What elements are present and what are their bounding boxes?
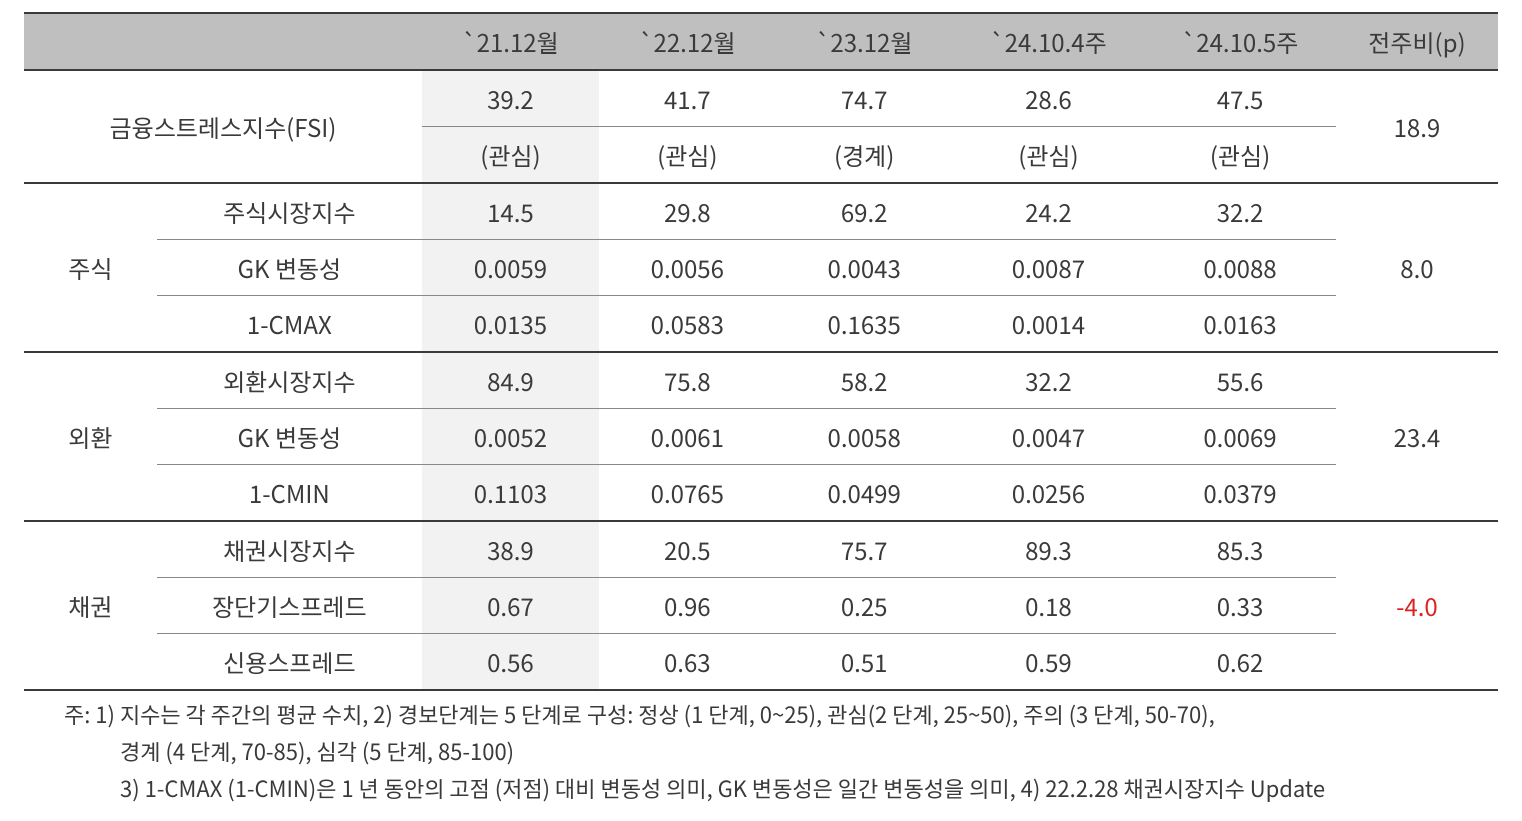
- cell: 0.1103: [422, 465, 599, 522]
- table-row: 주식 주식시장지수 14.5 29.8 69.2 24.2 32.2 8.0: [24, 183, 1498, 240]
- cell: 0.18: [953, 578, 1145, 634]
- col-c5: `24.10.5주: [1144, 13, 1336, 70]
- row-label: 신용스프레드: [157, 634, 422, 691]
- table-row: 1-CMIN 0.1103 0.0765 0.0499 0.0256 0.037…: [24, 465, 1498, 522]
- cell: 0.0583: [599, 296, 776, 353]
- table-row: 장단기스프레드 0.67 0.96 0.25 0.18 0.33: [24, 578, 1498, 634]
- cell: 0.0499: [776, 465, 953, 522]
- cell: 0.59: [953, 634, 1145, 691]
- cell: 0.63: [599, 634, 776, 691]
- cell: 0.67: [422, 578, 599, 634]
- cell: 20.5: [599, 521, 776, 578]
- cell: 58.2: [776, 352, 953, 409]
- cell: 0.62: [1144, 634, 1336, 691]
- col-c2: `22.12월: [599, 13, 776, 70]
- cell: 0.0163: [1144, 296, 1336, 353]
- cell: 0.0058: [776, 409, 953, 465]
- cell: 0.0088: [1144, 240, 1336, 296]
- cell: 38.9: [422, 521, 599, 578]
- col-c4: `24.10.4주: [953, 13, 1145, 70]
- cell: 32.2: [1144, 183, 1336, 240]
- footnote-line: 경계 (4 단계, 70-85), 심각 (5 단계, 85-100): [64, 734, 1498, 769]
- cell: 0.0014: [953, 296, 1145, 353]
- cell: 0.0047: [953, 409, 1145, 465]
- cell: 75.7: [776, 521, 953, 578]
- row-label: 채권시장지수: [157, 521, 422, 578]
- table-row: 금융스트레스지수(FSI) 39.2 41.7 74.7 28.6 47.5 1…: [24, 70, 1498, 127]
- cell: 69.2: [776, 183, 953, 240]
- stock-change: 8.0: [1336, 183, 1498, 352]
- col-c1: `21.12월: [422, 13, 599, 70]
- bond-change: -4.0: [1336, 521, 1498, 690]
- cell: 0.33: [1144, 578, 1336, 634]
- row-label: 주식시장지수: [157, 183, 422, 240]
- cell: 41.7: [599, 70, 776, 127]
- bond-group-label: 채권: [24, 521, 157, 690]
- fsi-label: 금융스트레스지수(FSI): [24, 70, 422, 183]
- cell: 0.25: [776, 578, 953, 634]
- cell: 55.6: [1144, 352, 1336, 409]
- col-c3: `23.12월: [776, 13, 953, 70]
- cell: 84.9: [422, 352, 599, 409]
- cell: (관심): [1144, 127, 1336, 184]
- cell: 29.8: [599, 183, 776, 240]
- cell: 0.0056: [599, 240, 776, 296]
- cell: 28.6: [953, 70, 1145, 127]
- footnote-line: 주: 1) 지수는 각 주간의 평균 수치, 2) 경보단계는 5 단계로 구성…: [64, 697, 1498, 732]
- cell: 0.56: [422, 634, 599, 691]
- cell: 75.8: [599, 352, 776, 409]
- cell: (관심): [599, 127, 776, 184]
- fsi-change: 18.9: [1336, 70, 1498, 183]
- cell: 0.0043: [776, 240, 953, 296]
- cell: 0.0052: [422, 409, 599, 465]
- row-label: GK 변동성: [157, 240, 422, 296]
- cell: 0.0087: [953, 240, 1145, 296]
- table-row: 외환 외환시장지수 84.9 75.8 58.2 32.2 55.6 23.4: [24, 352, 1498, 409]
- row-label: GK 변동성: [157, 409, 422, 465]
- table-row: 1-CMAX 0.0135 0.0583 0.1635 0.0014 0.016…: [24, 296, 1498, 353]
- table-header: `21.12월 `22.12월 `23.12월 `24.10.4주 `24.10…: [24, 13, 1498, 70]
- cell: 0.96: [599, 578, 776, 634]
- cell: 0.0379: [1144, 465, 1336, 522]
- row-label: 1-CMIN: [157, 465, 422, 522]
- cell: 0.51: [776, 634, 953, 691]
- table-row: GK 변동성 0.0059 0.0056 0.0043 0.0087 0.008…: [24, 240, 1498, 296]
- cell: 0.1635: [776, 296, 953, 353]
- cell: 0.0765: [599, 465, 776, 522]
- table-row: GK 변동성 0.0052 0.0061 0.0058 0.0047 0.006…: [24, 409, 1498, 465]
- stock-group-label: 주식: [24, 183, 157, 352]
- cell: 89.3: [953, 521, 1145, 578]
- col-c6: 전주비(p): [1336, 13, 1498, 70]
- cell: 0.0069: [1144, 409, 1336, 465]
- row-label: 1-CMAX: [157, 296, 422, 353]
- row-label: 외환시장지수: [157, 352, 422, 409]
- fx-group-label: 외환: [24, 352, 157, 521]
- cell: 32.2: [953, 352, 1145, 409]
- cell: (경계): [776, 127, 953, 184]
- cell: 14.5: [422, 183, 599, 240]
- fsi-table: `21.12월 `22.12월 `23.12월 `24.10.4주 `24.10…: [24, 12, 1498, 691]
- table-row: 신용스프레드 0.56 0.63 0.51 0.59 0.62: [24, 634, 1498, 691]
- cell: 39.2: [422, 70, 599, 127]
- cell: (관심): [953, 127, 1145, 184]
- fx-change: 23.4: [1336, 352, 1498, 521]
- cell: 24.2: [953, 183, 1145, 240]
- table-row: 채권 채권시장지수 38.9 20.5 75.7 89.3 85.3 -4.0: [24, 521, 1498, 578]
- cell: 0.0135: [422, 296, 599, 353]
- cell: 47.5: [1144, 70, 1336, 127]
- cell: 85.3: [1144, 521, 1336, 578]
- cell: 0.0061: [599, 409, 776, 465]
- footnotes: 주: 1) 지수는 각 주간의 평균 수치, 2) 경보단계는 5 단계로 구성…: [24, 697, 1498, 807]
- col-blank: [24, 13, 422, 70]
- row-label: 장단기스프레드: [157, 578, 422, 634]
- footnote-line: 3) 1-CMAX (1-CMIN)은 1 년 동안의 고점 (저점) 대비 변…: [64, 771, 1498, 806]
- cell: (관심): [422, 127, 599, 184]
- cell: 0.0059: [422, 240, 599, 296]
- cell: 0.0256: [953, 465, 1145, 522]
- cell: 74.7: [776, 70, 953, 127]
